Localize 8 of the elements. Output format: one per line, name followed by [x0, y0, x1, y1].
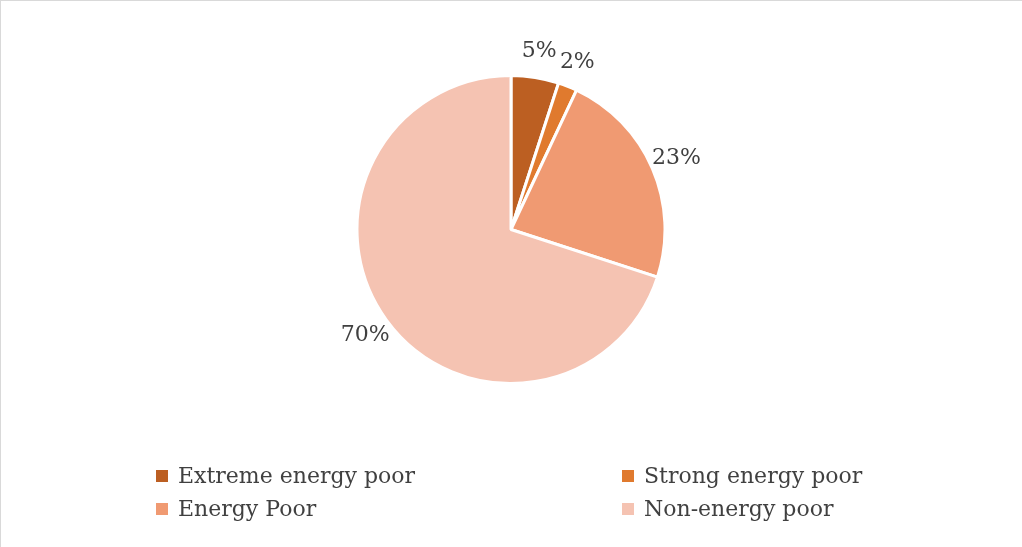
legend-label: Non-energy poor [644, 496, 834, 521]
data-label: 5% [521, 37, 557, 63]
data-label: 23% [651, 143, 701, 169]
data-label: 70% [340, 321, 390, 347]
legend-label: Strong energy poor [644, 463, 863, 488]
data-label: 2% [559, 47, 595, 73]
legend-label: Energy Poor [178, 496, 317, 521]
legend-label: Extreme energy poor [178, 463, 416, 488]
